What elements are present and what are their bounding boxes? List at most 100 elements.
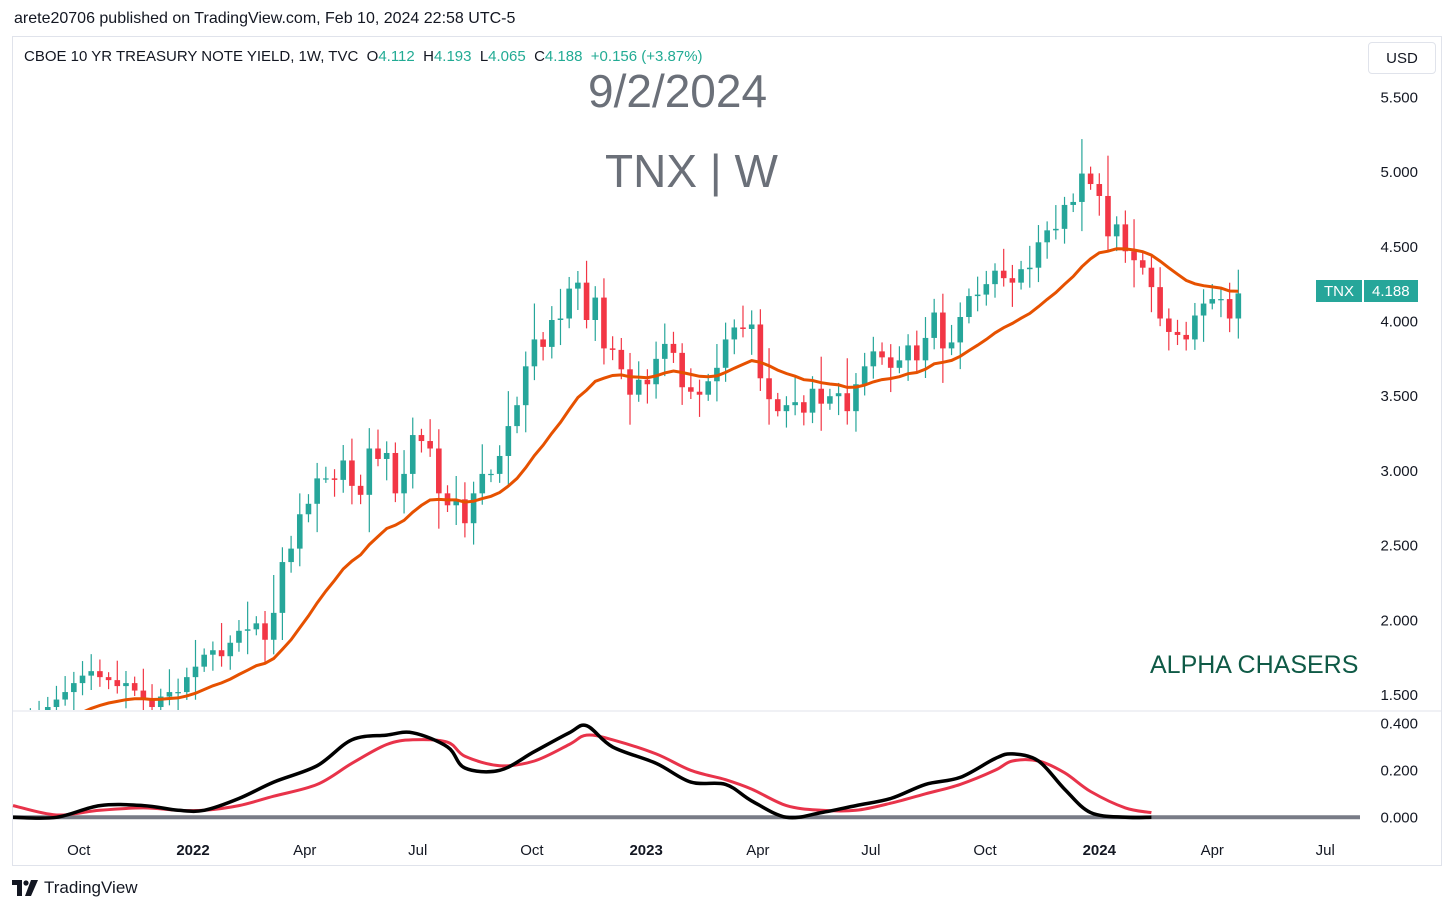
candle-body xyxy=(105,677,112,681)
candle-body xyxy=(340,460,347,480)
candle-body xyxy=(418,435,425,442)
candle-body xyxy=(79,675,86,684)
time-tick-label: Apr xyxy=(293,842,316,859)
candle-body xyxy=(331,478,338,480)
symbol-legend: CBOE 10 YR TREASURY NOTE YIELD, 1W, TVC … xyxy=(24,48,703,65)
candles-group xyxy=(19,139,1242,728)
open-value: 4.112 xyxy=(378,48,415,65)
date-annotation: 9/2/2024 xyxy=(588,65,768,117)
candle-body xyxy=(375,448,381,459)
candle-body xyxy=(1148,267,1155,288)
candle-body xyxy=(992,270,998,285)
candle-body xyxy=(818,388,824,404)
candle-body xyxy=(19,725,25,728)
price-tag-value: 4.188 xyxy=(1372,282,1410,300)
oscillator-signal-line xyxy=(12,733,1152,817)
candle-body xyxy=(1209,299,1216,304)
price-tick-label: 3.500 xyxy=(1380,388,1418,405)
candle-body xyxy=(549,320,555,347)
candle-body xyxy=(201,654,207,667)
tradingview-logo[interactable]: TradingView xyxy=(12,878,138,898)
candle-body xyxy=(1226,299,1233,319)
candle-body xyxy=(531,339,538,367)
candle-body xyxy=(653,358,659,385)
high-label: H xyxy=(423,48,434,65)
symbol-description: CBOE 10 YR TREASURY NOTE YIELD, 1W, TVC xyxy=(24,48,359,65)
candle-body xyxy=(1009,278,1016,283)
price-tick-label: 4.000 xyxy=(1380,313,1418,330)
close-label: C xyxy=(534,48,545,65)
oscillator-axis: 0.400 0.200 0.000 xyxy=(1380,715,1418,826)
candle-body xyxy=(1131,251,1137,261)
candle-body xyxy=(592,297,599,320)
price-tag-symbol: TNX xyxy=(1324,282,1354,300)
candle-body xyxy=(922,337,929,361)
candle-body xyxy=(731,327,738,340)
candle-body xyxy=(270,612,277,640)
candle-body xyxy=(210,650,216,655)
time-tick-label: Oct xyxy=(520,842,544,859)
candle-body xyxy=(1044,230,1050,243)
price-tick-label: 1.500 xyxy=(1380,687,1418,704)
candle-body xyxy=(835,393,842,397)
candle-body xyxy=(305,503,312,515)
candle-body xyxy=(1018,269,1024,283)
close-value: 4.188 xyxy=(544,48,583,65)
candle-body xyxy=(1087,173,1094,185)
candle-body xyxy=(366,448,373,495)
candle-body xyxy=(940,312,946,349)
candle-body xyxy=(1200,303,1207,316)
price-tick-label: 2.500 xyxy=(1380,538,1418,555)
candle-body xyxy=(427,441,433,449)
candle-body xyxy=(957,317,964,343)
candle-body xyxy=(496,455,503,474)
candle-body xyxy=(827,396,833,404)
candle-body xyxy=(905,345,911,361)
time-tick-label: Jul xyxy=(1316,842,1335,859)
currency-button[interactable]: USD xyxy=(1368,42,1436,74)
candle-body xyxy=(140,690,147,699)
price-tick-label: 5.000 xyxy=(1380,164,1418,181)
candle-body xyxy=(131,683,138,691)
time-tick-label: Jul xyxy=(408,842,427,859)
candle-body xyxy=(36,714,42,720)
candle-body xyxy=(1174,331,1181,335)
candle-body xyxy=(896,360,903,368)
candle-body xyxy=(88,671,95,676)
symbol-annotation: TNX | W xyxy=(605,145,778,197)
candle-body xyxy=(192,666,199,678)
candle-body xyxy=(479,473,486,494)
candle-body xyxy=(149,698,155,708)
candle-body xyxy=(688,387,694,392)
candle-body xyxy=(488,473,494,476)
candle-body xyxy=(114,680,121,687)
candle-body xyxy=(44,707,51,710)
low-label: L xyxy=(479,48,489,65)
candle-body xyxy=(740,327,746,329)
candle-body xyxy=(670,343,677,353)
candle-body xyxy=(453,499,460,506)
candle-body xyxy=(853,384,859,412)
candle-body xyxy=(679,352,685,388)
candle-body xyxy=(774,399,781,412)
candle-body xyxy=(253,623,260,630)
candle-body xyxy=(887,357,894,368)
candle-body xyxy=(53,699,60,708)
candle-body xyxy=(1166,318,1172,332)
candle-body xyxy=(644,379,651,385)
candle-body xyxy=(583,282,590,320)
candle-body xyxy=(748,324,755,329)
candle-body xyxy=(757,324,764,379)
candle-body xyxy=(71,683,77,693)
candle-body xyxy=(1053,228,1059,231)
candle-body xyxy=(913,345,920,361)
candle-body xyxy=(635,379,642,395)
candle-body xyxy=(314,478,320,504)
candle-body xyxy=(1113,224,1120,237)
oscillator-main-line xyxy=(12,723,1152,820)
candle-body xyxy=(1096,184,1103,196)
candle-body xyxy=(931,312,937,338)
time-tick-label: Jul xyxy=(861,842,880,859)
candle-body xyxy=(262,623,268,640)
